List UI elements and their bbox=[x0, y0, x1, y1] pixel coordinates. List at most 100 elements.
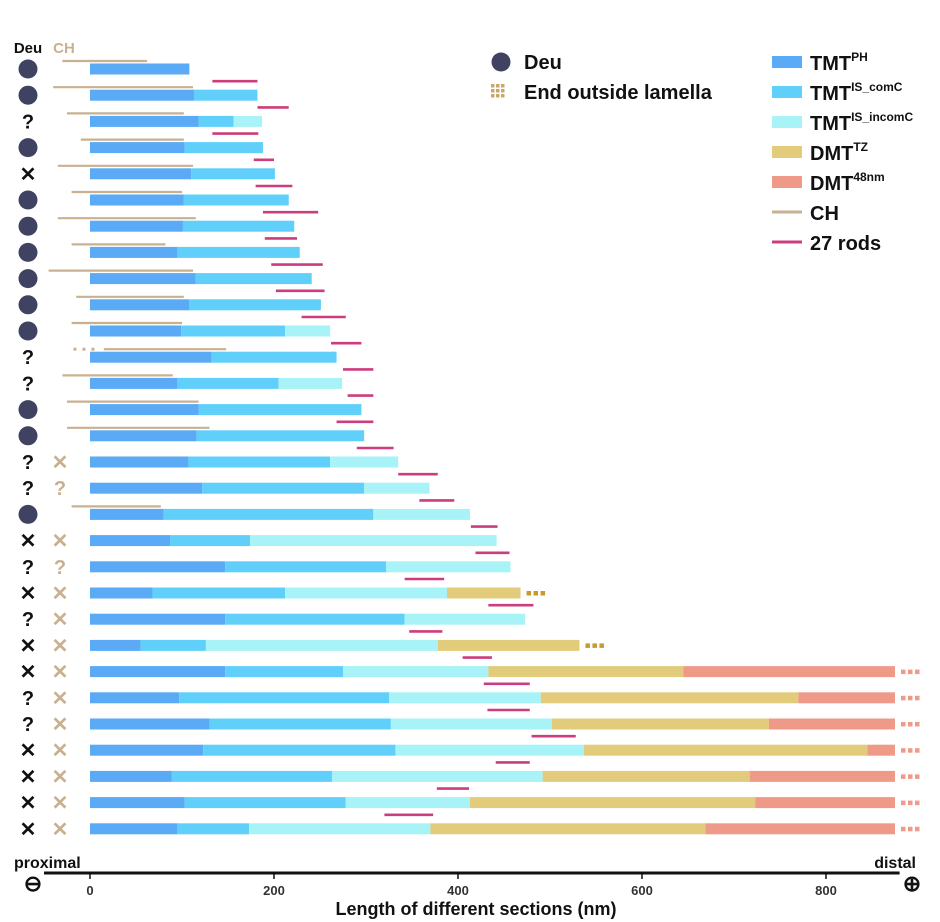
segment-ph bbox=[90, 63, 190, 75]
segment-incomC bbox=[345, 797, 470, 809]
segment-ph bbox=[90, 718, 210, 730]
axoneme-row bbox=[18, 499, 470, 524]
segment-comC bbox=[177, 377, 279, 389]
legend-label: Deu bbox=[524, 52, 562, 74]
segment-comC bbox=[193, 89, 258, 101]
segment-comC bbox=[182, 220, 295, 232]
segment-ph bbox=[90, 744, 204, 756]
legend-swatch bbox=[772, 176, 802, 188]
ch-marker: ✕ bbox=[52, 583, 69, 605]
segment-tz bbox=[542, 770, 750, 782]
deu-marker bbox=[18, 321, 38, 341]
ch-marker: ✕ bbox=[52, 531, 69, 553]
deu-marker: ✕ bbox=[20, 740, 37, 762]
segment-d48 bbox=[749, 770, 895, 782]
x-tick-label: 600 bbox=[631, 883, 653, 898]
axoneme-row bbox=[18, 79, 258, 105]
axoneme-row: ✕ ✕ bbox=[20, 734, 920, 762]
deu-marker: ✕ bbox=[20, 164, 37, 186]
segment-comC bbox=[152, 587, 286, 599]
segment-tz bbox=[430, 823, 706, 835]
axoneme-row: ✕ ✕ bbox=[20, 761, 920, 788]
ch-marker: ✕ bbox=[52, 452, 69, 474]
segment-comC bbox=[203, 744, 396, 756]
axoneme-row bbox=[18, 237, 300, 262]
legend-swatch bbox=[772, 56, 802, 68]
segment-ph bbox=[90, 587, 153, 599]
segment-incomC bbox=[386, 561, 511, 573]
segment-incomC bbox=[390, 718, 552, 730]
deu-marker: ✕ bbox=[20, 583, 37, 605]
legend-label: DMT48nm bbox=[810, 170, 885, 195]
segment-comC bbox=[188, 456, 331, 468]
segment-incomC bbox=[389, 692, 541, 704]
segment-comC bbox=[202, 482, 365, 494]
axoneme-row: ✕ ✕ bbox=[20, 656, 920, 684]
segment-tz bbox=[584, 744, 868, 756]
segment-ph bbox=[90, 404, 199, 416]
ch-marker: ✕ bbox=[52, 793, 69, 815]
legend-dots-icon bbox=[491, 84, 505, 98]
ch-marker: ✕ bbox=[52, 688, 69, 710]
deu-marker: ? bbox=[22, 478, 34, 500]
axoneme-row: ✕ ✕ bbox=[20, 525, 498, 553]
x-tick-label: 0 bbox=[86, 883, 93, 898]
legend-deu-marker bbox=[491, 52, 511, 72]
segment-incomC bbox=[331, 770, 543, 782]
deu-marker: ✕ bbox=[20, 662, 37, 684]
legend-label: TMTIS_incomC bbox=[810, 110, 913, 135]
end-outside-dots bbox=[901, 695, 920, 701]
segment-comC bbox=[179, 692, 389, 704]
legend-swatch bbox=[772, 116, 802, 128]
segment-d48 bbox=[798, 692, 895, 704]
segment-incomC bbox=[249, 823, 431, 835]
segment-incomC bbox=[330, 456, 399, 468]
ch-marker: ✕ bbox=[52, 766, 69, 788]
end-outside-dots bbox=[901, 774, 920, 779]
segment-tz bbox=[551, 718, 769, 730]
axoneme-row: ? bbox=[22, 106, 289, 133]
segment-incomC bbox=[278, 377, 343, 389]
deu-marker bbox=[18, 190, 38, 210]
axoneme-row: ✕ bbox=[20, 158, 275, 186]
deu-marker: ? bbox=[22, 347, 34, 369]
end-outside-dots bbox=[901, 722, 920, 727]
deu-marker: ✕ bbox=[20, 635, 37, 657]
segment-ph bbox=[90, 194, 184, 206]
segment-incomC bbox=[373, 508, 470, 520]
segment-comC bbox=[191, 168, 275, 180]
axoneme-row bbox=[18, 315, 346, 341]
segment-ph bbox=[90, 770, 172, 782]
legend-item-end-outside: End outside lamella bbox=[491, 82, 713, 104]
segment-incomC bbox=[364, 482, 430, 494]
deu-marker: ✕ bbox=[20, 531, 37, 553]
segment-ph bbox=[90, 535, 171, 547]
x-tick-label: 400 bbox=[447, 883, 469, 898]
segment-d48 bbox=[755, 797, 895, 809]
segment-comC bbox=[211, 351, 337, 363]
segment-ph bbox=[90, 89, 194, 101]
legend-swatch bbox=[772, 86, 802, 98]
legend-label: CH bbox=[810, 203, 839, 225]
deu-marker: ? bbox=[22, 557, 34, 579]
plus-circle-icon: ⊕ bbox=[903, 871, 921, 896]
legend-swatch bbox=[772, 146, 802, 158]
segment-ph bbox=[90, 142, 185, 154]
axoneme-row: ? ✕ bbox=[22, 446, 399, 474]
ch-marker: ? bbox=[54, 478, 66, 500]
segment-ph bbox=[90, 797, 185, 809]
ch-dot bbox=[82, 347, 86, 351]
column-headers: Deu CH bbox=[14, 40, 75, 57]
segment-ph bbox=[90, 168, 192, 180]
deu-marker bbox=[18, 242, 38, 262]
deu-marker bbox=[18, 216, 38, 236]
end-outside-dots bbox=[901, 669, 920, 675]
axoneme-row bbox=[18, 394, 374, 420]
axoneme-row bbox=[18, 210, 319, 236]
deu-marker: ? bbox=[22, 111, 34, 133]
segment-ph bbox=[90, 115, 199, 127]
segment-ph bbox=[90, 508, 164, 520]
ch-marker: ✕ bbox=[52, 714, 69, 736]
legend: Deu End outside lamella TMTPH TMTIS_comC TMT… bbox=[491, 50, 913, 255]
